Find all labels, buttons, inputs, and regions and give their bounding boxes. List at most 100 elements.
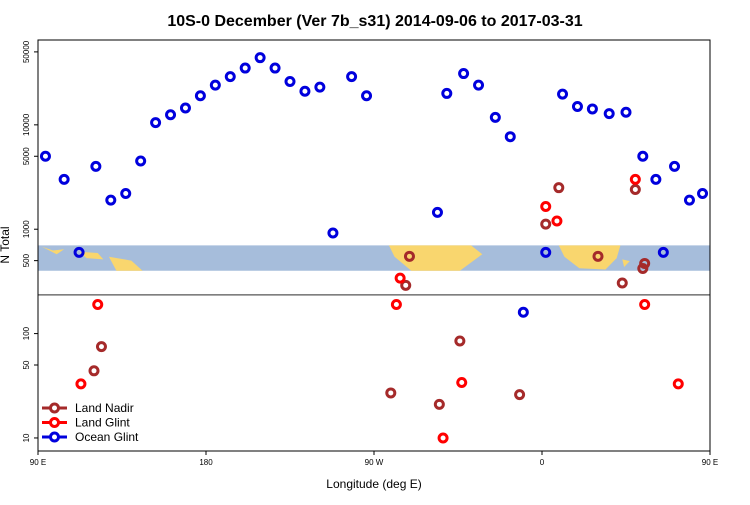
ocean-glint-point xyxy=(458,68,470,80)
legend-marker-ocean-glint xyxy=(49,431,60,443)
ocean-glint-point xyxy=(314,81,326,93)
map-strip xyxy=(38,245,750,271)
y-tick-label: 50000 xyxy=(22,40,31,63)
ocean-glint-point xyxy=(120,187,132,199)
land-nadir-point xyxy=(403,250,415,262)
ocean-glint-point xyxy=(224,71,236,83)
ocean-glint-point xyxy=(669,160,681,172)
ocean-glint-point xyxy=(361,90,373,102)
ocean-glint-point xyxy=(254,52,266,64)
land-glint-point xyxy=(92,298,104,310)
ocean-glint-point xyxy=(135,155,147,167)
ocean-glint-point xyxy=(489,111,501,123)
land-glint-point xyxy=(394,272,406,284)
x-tick-label: 90 E xyxy=(30,458,46,467)
land-nadir-point xyxy=(95,341,107,353)
land-glint-point xyxy=(629,173,641,185)
land-mass xyxy=(558,245,621,270)
land-mass xyxy=(622,259,630,267)
ocean-glint-point xyxy=(269,62,281,74)
land-glint-point xyxy=(639,298,651,310)
ocean-glint-point xyxy=(150,117,162,129)
land-mass xyxy=(41,246,65,255)
y-tick-label: 5000 xyxy=(22,147,31,165)
y-tick-label: 10 xyxy=(22,433,31,442)
land-nadir-point xyxy=(385,387,397,399)
land-nadir-point xyxy=(88,365,100,377)
ocean-glint-point xyxy=(637,150,649,162)
land-nadir-point xyxy=(629,184,641,196)
y-tick-label: 500 xyxy=(22,253,31,267)
chart-title: 10S-0 December (Ver 7b_s31) 2014-09-06 t… xyxy=(167,13,582,30)
land-nadir-point xyxy=(639,257,651,269)
land-glint-point xyxy=(551,215,563,227)
ocean-glint-point xyxy=(327,227,339,239)
x-axis: 90 E 180 90 W 0 90 E xyxy=(30,451,718,467)
land-nadir-point xyxy=(514,389,526,401)
land-glint-point xyxy=(456,376,468,388)
y-tick-label: 1000 xyxy=(22,220,31,238)
x-axis-label: Longitude (deg E) xyxy=(326,477,421,491)
land-glint-point xyxy=(75,378,87,390)
land-mass xyxy=(108,256,143,271)
x-tick-label: 90 E xyxy=(702,458,718,467)
ocean-glint-point xyxy=(441,87,453,99)
ocean-glint-point xyxy=(657,246,669,258)
ocean-glint-point xyxy=(586,103,598,115)
y-axis-label: N Total xyxy=(0,226,12,263)
legend-label-land-nadir: Land Nadir xyxy=(75,401,134,415)
ocean-glint-point xyxy=(697,187,709,199)
ocean-glint-point xyxy=(620,106,632,118)
ocean-glint-point xyxy=(650,173,662,185)
land-mass xyxy=(744,252,750,260)
land-glint-point xyxy=(390,298,402,310)
ocean-glint-point xyxy=(517,306,529,318)
land-glint-point xyxy=(672,378,684,390)
ocean-glint-point xyxy=(165,109,177,121)
ocean-glint-point xyxy=(58,173,70,185)
y-tick-label: 10000 xyxy=(22,113,31,136)
y-axis: 10 50 100 500 1000 5000 10000 50000 xyxy=(22,40,38,442)
land-nadir-point xyxy=(616,277,628,289)
legend-label-land-glint: Land Glint xyxy=(75,416,130,430)
legend-marker-land-nadir xyxy=(49,402,60,414)
y-tick-label: 100 xyxy=(22,326,31,340)
ocean-glint-point xyxy=(39,150,51,162)
ocean-glint-point xyxy=(473,79,485,91)
x-tick-label: 0 xyxy=(540,458,545,467)
ocean-glint-point xyxy=(105,194,117,206)
land-nadir-point xyxy=(637,263,649,275)
ocean-glint-point xyxy=(209,79,221,91)
land-nadir-point xyxy=(454,335,466,347)
y-tick-label: 50 xyxy=(22,360,31,369)
land-nadir-point xyxy=(433,398,445,410)
x-tick-label: 180 xyxy=(199,458,213,467)
ocean-glint-point xyxy=(179,102,191,114)
land-glint-point xyxy=(540,201,552,213)
ocean-glint-point xyxy=(504,131,516,143)
ocean-glint-point xyxy=(683,194,695,206)
ocean-glint-point xyxy=(431,206,443,218)
land-nadir-point xyxy=(540,218,552,230)
ocean-glint-point xyxy=(194,90,206,102)
data-points xyxy=(39,52,709,444)
land-mass xyxy=(79,251,104,260)
legend-marker-land-glint xyxy=(49,417,60,428)
land-nadir-point xyxy=(592,250,604,262)
ocean-glint-point xyxy=(540,246,552,258)
ocean-glint-point xyxy=(73,246,85,258)
legend-label-ocean-glint: Ocean Glint xyxy=(75,430,139,444)
ocean-glint-point xyxy=(299,85,311,97)
ocean-glint-point xyxy=(239,62,251,74)
ocean-glint-point xyxy=(284,76,296,88)
ocean-glint-point xyxy=(90,160,102,172)
ocean-glint-point xyxy=(346,71,358,83)
ocean-glint-point xyxy=(603,108,615,120)
ocean-glint-point xyxy=(571,100,583,112)
land-mass xyxy=(714,247,736,255)
x-tick-label: 90 W xyxy=(365,458,384,467)
land-nadir-point xyxy=(553,182,565,194)
land-glint-point xyxy=(437,432,449,444)
